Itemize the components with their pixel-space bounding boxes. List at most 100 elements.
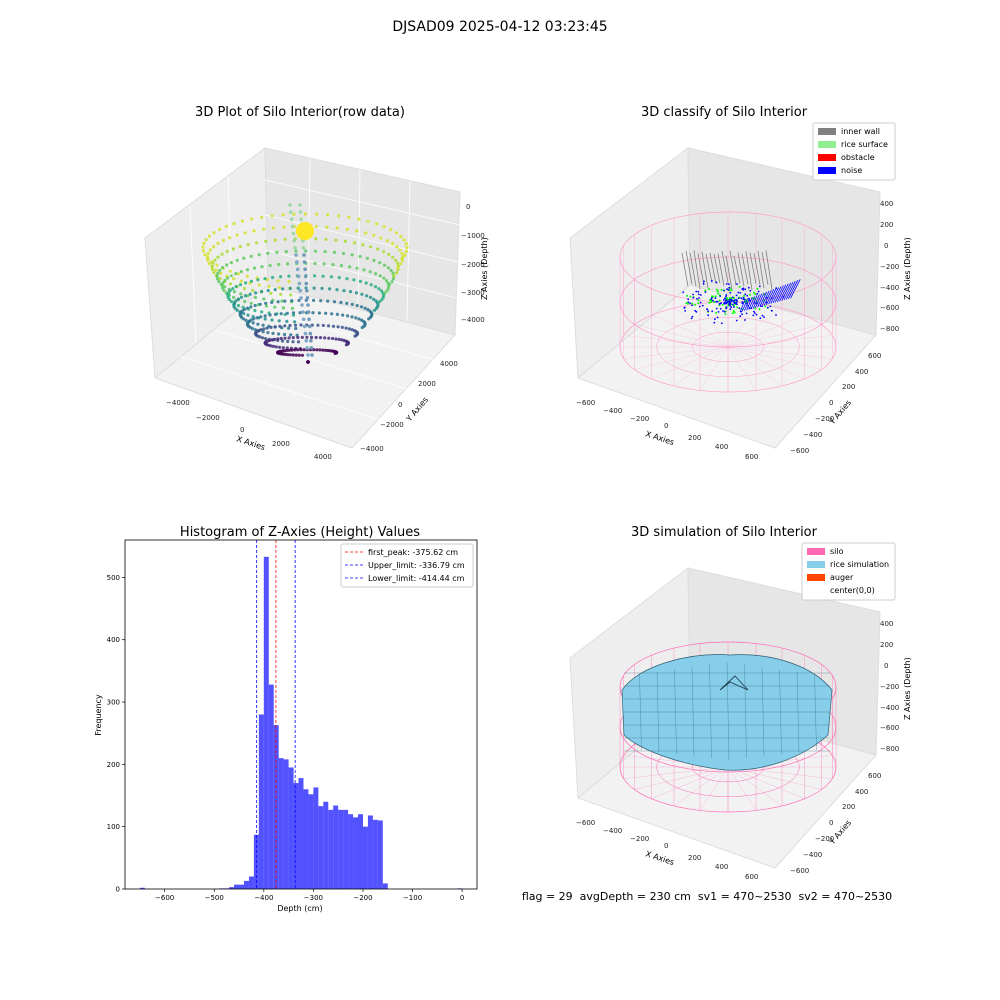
panel1-point [383,291,387,295]
panel1-point [287,326,291,330]
panel1-point [323,348,327,352]
panel1-point [312,286,316,290]
panel2-noise-point [714,318,716,321]
panel1-point [342,289,346,293]
panel3-xtick: 0 [664,842,668,850]
panel1-point [374,272,378,276]
panel1-point [245,274,249,278]
panel2-rice-point [717,292,720,295]
panel1-point [350,302,354,306]
panel1-point [300,303,304,307]
panel1-ytick: 0 [398,401,402,409]
panel2-noise-point [698,297,700,299]
panel2-legend-label: rice surface [841,140,888,149]
histogram-bar [323,801,329,889]
panel2-rice-point [733,311,736,314]
panel1-point [246,243,250,247]
panel1-point [279,292,283,296]
panel2-noise-point [747,297,750,300]
histogram-bar [367,815,373,889]
panel2-noise-point [758,285,761,288]
panel2-noise-point [741,298,748,312]
panel1-point [277,262,281,267]
panel1-point [243,231,247,235]
panel1-xtick: −4000 [166,399,190,407]
panel3-zlabel: Z Axies (Depth) [903,657,912,720]
panel2-noise-point [742,287,745,290]
panel3-silo-spoke [727,766,783,807]
panel2-noise-point [766,289,775,305]
panel1-point [323,250,327,254]
panel2-rice-point [749,293,752,296]
panel1-point [352,241,357,245]
panel2-rice-point [736,306,739,309]
panel1-point [228,236,232,240]
histogram-ytick-label: 400 [107,636,120,644]
histogram-bar [353,817,359,889]
panel2-rice-point [764,305,767,308]
panel2-rice-point [697,299,700,302]
panel1-point [322,262,326,266]
panel1-point [369,245,373,249]
panel1-point [319,299,323,303]
histogram-bar [229,887,235,889]
panel2-noise-point [723,289,725,292]
panel2-zlabel: Z Axies (Depth) [903,237,912,300]
panel1-point [365,256,369,260]
panel3-xtick: −600 [576,819,595,827]
panel2-noise-point [689,302,691,305]
panel3-ytick: −600 [790,867,809,875]
panel1-point [245,268,250,272]
panel2-title: 3D classify of Silo Interior [641,105,808,120]
panel2-noise-point [725,299,728,301]
panel1-point [273,305,277,309]
panel1-point [353,334,357,338]
panel1-point [292,212,296,216]
panel2-noise-point [739,299,746,313]
panel1-point [242,286,247,291]
panel3-legend-label: auger [830,573,854,582]
panel1-point [290,224,295,229]
panel3-rice-mesh-line [761,666,765,757]
panel2-xtick: 400 [715,443,728,451]
panel2-inner-wall-point [757,250,765,289]
panel2-ztick: 0 [884,242,888,250]
panel1-point [281,287,285,291]
panel1-point [343,239,347,243]
panel2-silo-spoke [673,307,729,348]
panel1-point [235,233,239,237]
panel1-xtick: 4000 [314,453,332,461]
panel1-point [359,305,364,309]
panel1-point [392,274,396,278]
panel2-noise-point [745,312,748,315]
panel2-noise-point [684,310,686,312]
panel1-point [297,298,301,302]
panel1-point [229,299,233,304]
panel1-point [327,336,331,340]
panel1-point [337,337,341,341]
panel1-point [298,288,303,293]
panel1-point [321,323,325,328]
panel1-point [270,338,274,342]
histogram-xtick-label: −200 [353,894,372,902]
panel1-point [206,251,210,255]
panel2-noise-point [743,298,746,301]
panel1-point [385,239,389,243]
panel1-point [228,269,232,273]
panel1-point [289,293,293,297]
panel2-ytick: −200 [815,415,834,423]
panel2-noise-point [699,301,702,304]
panel1-point [305,288,309,293]
panel1-point [271,331,275,335]
panel2-inner-wall-point [697,253,705,286]
panel1-point [285,311,289,315]
panel1-point [249,279,253,283]
panel1-point [348,265,352,269]
panel1-point [243,294,248,298]
panel2-noise-point [727,300,729,303]
panel1-point [378,261,382,265]
histogram-xtick-label: −600 [155,894,174,902]
panel1-point [218,276,222,281]
panel1-point [364,281,368,285]
panel1-point [213,258,217,262]
